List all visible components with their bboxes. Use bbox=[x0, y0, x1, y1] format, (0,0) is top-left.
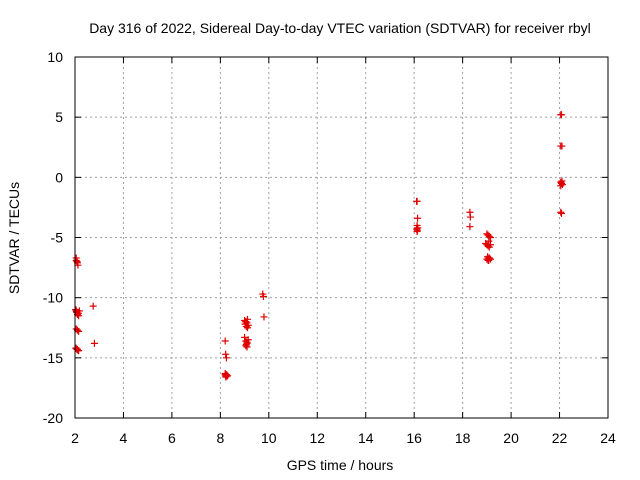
data-point bbox=[413, 227, 421, 235]
data-point bbox=[243, 324, 251, 332]
data-point bbox=[414, 214, 422, 222]
y-axis-label: SDTVAR / TECUs bbox=[6, 182, 22, 294]
data-point bbox=[486, 255, 494, 263]
data-point bbox=[413, 197, 421, 205]
data-point bbox=[260, 313, 268, 321]
x-tick-label: 20 bbox=[503, 430, 519, 446]
data-point bbox=[75, 347, 83, 355]
data-point bbox=[75, 327, 83, 335]
y-tick-label: 5 bbox=[55, 109, 63, 125]
data-point bbox=[558, 142, 566, 150]
data-point bbox=[486, 234, 494, 241]
y-tick-label: 10 bbox=[47, 49, 63, 65]
y-axis-ticks: -20 -15 -10 -5 0 5 10 bbox=[43, 49, 608, 426]
data-point bbox=[557, 111, 565, 119]
x-tick-label: 22 bbox=[552, 430, 568, 446]
x-tick-label: 14 bbox=[358, 430, 374, 446]
data-point bbox=[557, 179, 565, 187]
data-point bbox=[241, 333, 249, 341]
data-points bbox=[72, 111, 566, 381]
data-point bbox=[223, 371, 231, 379]
data-point bbox=[89, 302, 97, 310]
data-point bbox=[90, 339, 98, 347]
data-point bbox=[259, 292, 267, 300]
chart-title: Day 316 of 2022, Sidereal Day-to-day VTE… bbox=[89, 20, 591, 36]
x-axis-ticks: 2 4 6 8 10 12 14 16 18 20 22 24 bbox=[71, 57, 616, 446]
data-point bbox=[224, 372, 232, 380]
x-tick-label: 10 bbox=[261, 430, 277, 446]
data-point bbox=[74, 261, 82, 269]
y-tick-label: -15 bbox=[43, 350, 63, 366]
x-tick-label: 4 bbox=[120, 430, 128, 446]
data-point bbox=[486, 241, 494, 249]
data-point bbox=[75, 307, 83, 315]
data-point bbox=[557, 209, 565, 217]
x-tick-label: 6 bbox=[168, 430, 176, 446]
data-point bbox=[222, 354, 230, 362]
x-axis-label: GPS time / hours bbox=[287, 457, 394, 473]
y-tick-label: 0 bbox=[55, 169, 63, 185]
data-point bbox=[222, 350, 230, 358]
x-tick-label: 18 bbox=[455, 430, 471, 446]
data-point bbox=[243, 315, 251, 323]
y-tick-label: -5 bbox=[51, 230, 64, 246]
data-point bbox=[485, 256, 493, 264]
grid-lines bbox=[75, 57, 608, 418]
x-tick-label: 12 bbox=[309, 430, 325, 446]
data-point bbox=[243, 338, 251, 346]
y-tick-label: -20 bbox=[43, 410, 63, 426]
x-tick-label: 2 bbox=[71, 430, 79, 446]
y-tick-label: -10 bbox=[43, 290, 63, 306]
data-point bbox=[557, 208, 565, 216]
data-point bbox=[466, 213, 474, 221]
x-tick-label: 8 bbox=[216, 430, 224, 446]
data-point bbox=[221, 337, 229, 345]
x-tick-label: 24 bbox=[600, 430, 616, 446]
data-point bbox=[466, 223, 474, 231]
x-tick-label: 16 bbox=[406, 430, 422, 446]
